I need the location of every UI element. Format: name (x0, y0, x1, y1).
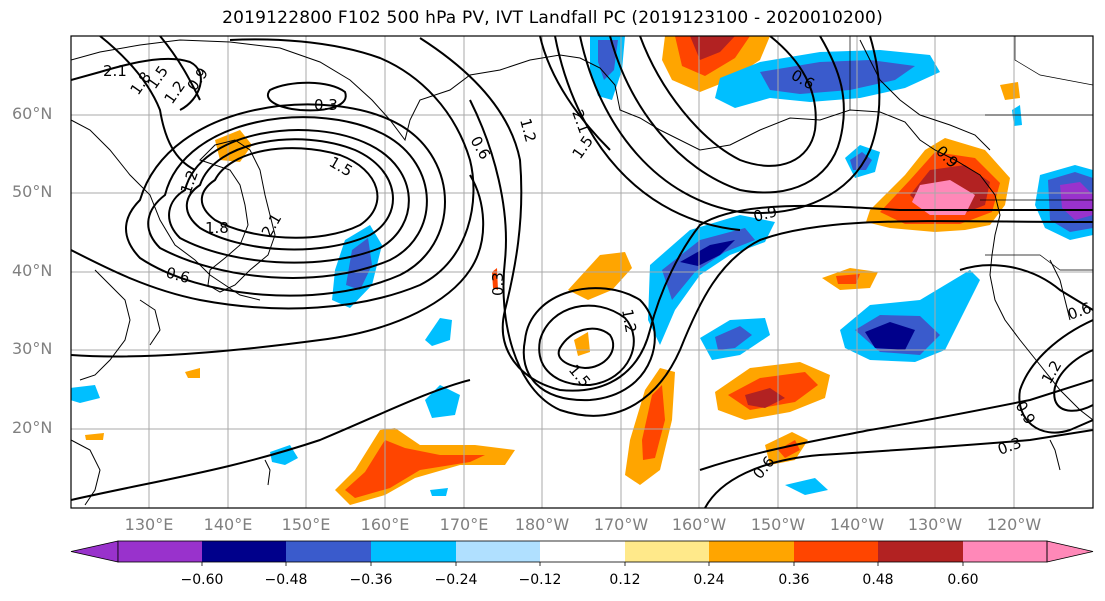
lon-label: 130°W (907, 515, 963, 534)
colorbar-segment (456, 541, 540, 562)
lat-label: 50°N (12, 182, 53, 201)
colorbar-tick-label: −0.48 (264, 572, 308, 588)
colorbar-segment (794, 541, 878, 562)
lon-label: 170°E (439, 515, 489, 534)
contour-label: 0.9 (751, 202, 779, 226)
colorbar-frame (117, 540, 1048, 563)
colorbar-segment (286, 541, 371, 562)
lon-label: 170°W (593, 515, 649, 534)
lon-label: 150°W (750, 515, 806, 534)
colorbar-segment (709, 541, 794, 562)
colorbar-extend-high (1046, 540, 1094, 563)
borders (849, 36, 1093, 271)
lon-label: 160°E (360, 515, 410, 534)
colorbar-tick-label: −0.36 (349, 572, 393, 588)
pv-fill-layer (71, 36, 1093, 505)
pv-contours (71, 36, 1093, 508)
colorbar (70, 540, 1094, 566)
colorbar-segment (202, 541, 286, 562)
colorbar-tick-label: 0.48 (862, 572, 894, 588)
contour-label: 2.1 (103, 62, 127, 80)
colorbar-tick-label: 0.24 (693, 572, 725, 588)
lon-label: 130°E (124, 515, 174, 534)
colorbar-segment (878, 541, 963, 562)
colorbar-segment (371, 541, 456, 562)
contour-label: 1.8 (205, 219, 229, 237)
map-title: 2019122800 F102 500 hPa PV, IVT Landfall… (222, 8, 883, 28)
lon-label: 180°W (514, 515, 570, 534)
contour-label: 0.6 (164, 263, 192, 287)
lat-label: 60°N (12, 104, 53, 123)
colorbar-segment (963, 541, 1047, 562)
lat-label: 20°N (12, 418, 53, 437)
colorbar-tick-label: 0.36 (778, 572, 810, 588)
colorbar-tick-label: −0.60 (180, 572, 224, 588)
graticule (71, 36, 1093, 508)
lon-label: 140°E (203, 515, 253, 534)
lon-label: 160°W (671, 515, 727, 534)
colorbar-segment (118, 541, 202, 562)
contour-label: 0.3 (489, 272, 507, 296)
lon-label: 120°W (986, 515, 1042, 534)
colorbar-tick-label: 0.12 (609, 572, 641, 588)
contour-label: 0.3 (314, 96, 338, 114)
contour-label: 1.2 (618, 308, 640, 335)
lon-label: 150°E (281, 515, 331, 534)
colorbar-segment (625, 541, 709, 562)
colorbar-segment (540, 541, 625, 562)
contour-label: 1.2 (516, 116, 540, 144)
colorbar-extend-low (70, 540, 119, 563)
colorbar-tick-label: −0.24 (434, 572, 478, 588)
lat-label: 40°N (12, 261, 53, 280)
map-frame (70, 35, 1094, 509)
colorbar-tick-label: −0.12 (518, 572, 562, 588)
coastlines (71, 39, 1093, 506)
lat-label: 30°N (12, 339, 53, 358)
lon-label: 140°W (829, 515, 885, 534)
colorbar-tick-label: 0.60 (947, 572, 979, 588)
